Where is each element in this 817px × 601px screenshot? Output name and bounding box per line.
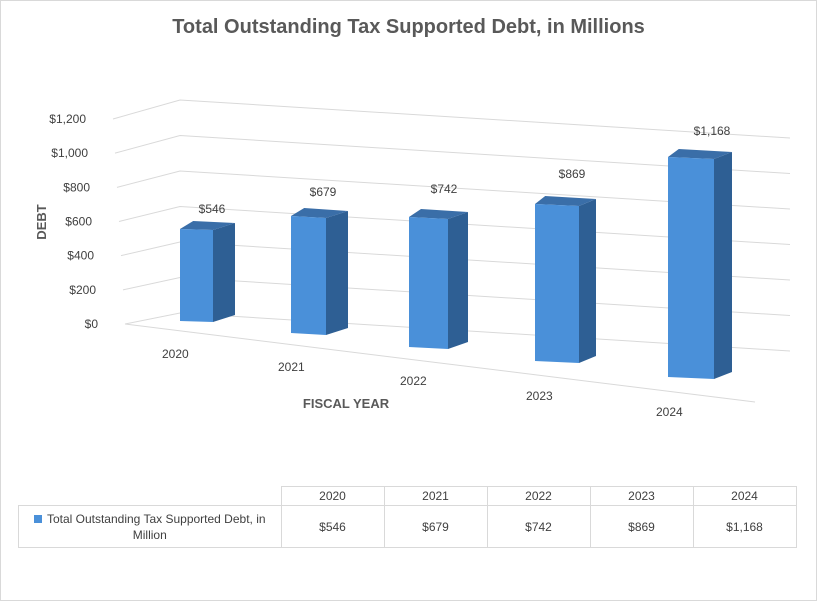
bar-side — [213, 223, 235, 322]
gridline — [116, 170, 791, 210]
x-tick-label: 2022 — [400, 374, 427, 388]
data-table: 2020 2021 2022 2023 2024 Total Outstandi… — [18, 486, 797, 548]
x-tick-label: 2023 — [526, 389, 553, 403]
bar-top — [409, 209, 468, 219]
chart-plot-area: $0 $200 $400 $600 $800 $1,000 $1,200 $546 2020 $6… — [34, 99, 791, 419]
data-label: $546 — [199, 202, 226, 216]
y-axis-title: DEBT — [34, 204, 49, 239]
bar-top — [535, 196, 596, 206]
data-table-value: $1,168 — [692, 505, 797, 548]
floor-edge — [124, 323, 756, 403]
chart-title: Total Outstanding Tax Supported Debt, in… — [172, 16, 645, 38]
bar — [668, 157, 714, 379]
data-table-series-name: Total Outstanding Tax Supported Debt, in… — [18, 505, 282, 548]
data-table-value: $869 — [589, 505, 694, 548]
bar-top — [180, 221, 235, 230]
series-name: Total Outstanding Tax Supported Debt, in… — [46, 511, 266, 542]
bar — [291, 216, 326, 335]
data-table-corner — [18, 486, 282, 506]
data-table-year: 2021 — [383, 486, 488, 506]
y-tick-label: $800 — [63, 180, 90, 194]
x-tick-label: 2024 — [656, 405, 683, 419]
data-label: $679 — [310, 185, 337, 199]
data-label: $1,168 — [694, 124, 731, 138]
x-tick-label: 2021 — [278, 360, 305, 374]
data-table-value: $679 — [383, 505, 488, 548]
data-table-year: 2022 — [486, 486, 591, 506]
bar — [409, 217, 448, 349]
bar-top — [668, 149, 732, 159]
legend-key — [33, 514, 42, 523]
y-tick-label: $600 — [65, 215, 92, 229]
data-table-year: 2020 — [280, 486, 385, 506]
bar — [535, 204, 579, 363]
y-tick-label: $200 — [69, 283, 96, 297]
data-table-year: 2024 — [692, 486, 797, 506]
x-axis-title: FISCAL YEAR — [303, 396, 390, 411]
data-table-value: $742 — [486, 505, 591, 548]
data-table-header-row: 2020 2021 2022 2023 2024 — [18, 486, 797, 506]
data-table-year: 2023 — [589, 486, 694, 506]
data-table-row: Total Outstanding Tax Supported Debt, in… — [18, 505, 797, 548]
bar-side — [714, 152, 732, 379]
gridline — [112, 99, 791, 139]
y-tick-label: $400 — [67, 249, 94, 263]
y-tick-label: $1,000 — [51, 146, 88, 160]
data-label: $869 — [559, 167, 586, 181]
gridline — [114, 134, 791, 174]
bar-side — [448, 212, 468, 349]
y-tick-label: $1,200 — [49, 112, 86, 126]
bar — [180, 229, 213, 322]
bar-side — [326, 211, 348, 335]
data-table-value: $546 — [280, 505, 385, 548]
bar-side — [579, 199, 596, 363]
bar-top — [291, 208, 348, 218]
x-tick-label: 2020 — [162, 347, 189, 361]
data-label: $742 — [431, 182, 458, 196]
y-tick-label: $0 — [85, 317, 99, 331]
